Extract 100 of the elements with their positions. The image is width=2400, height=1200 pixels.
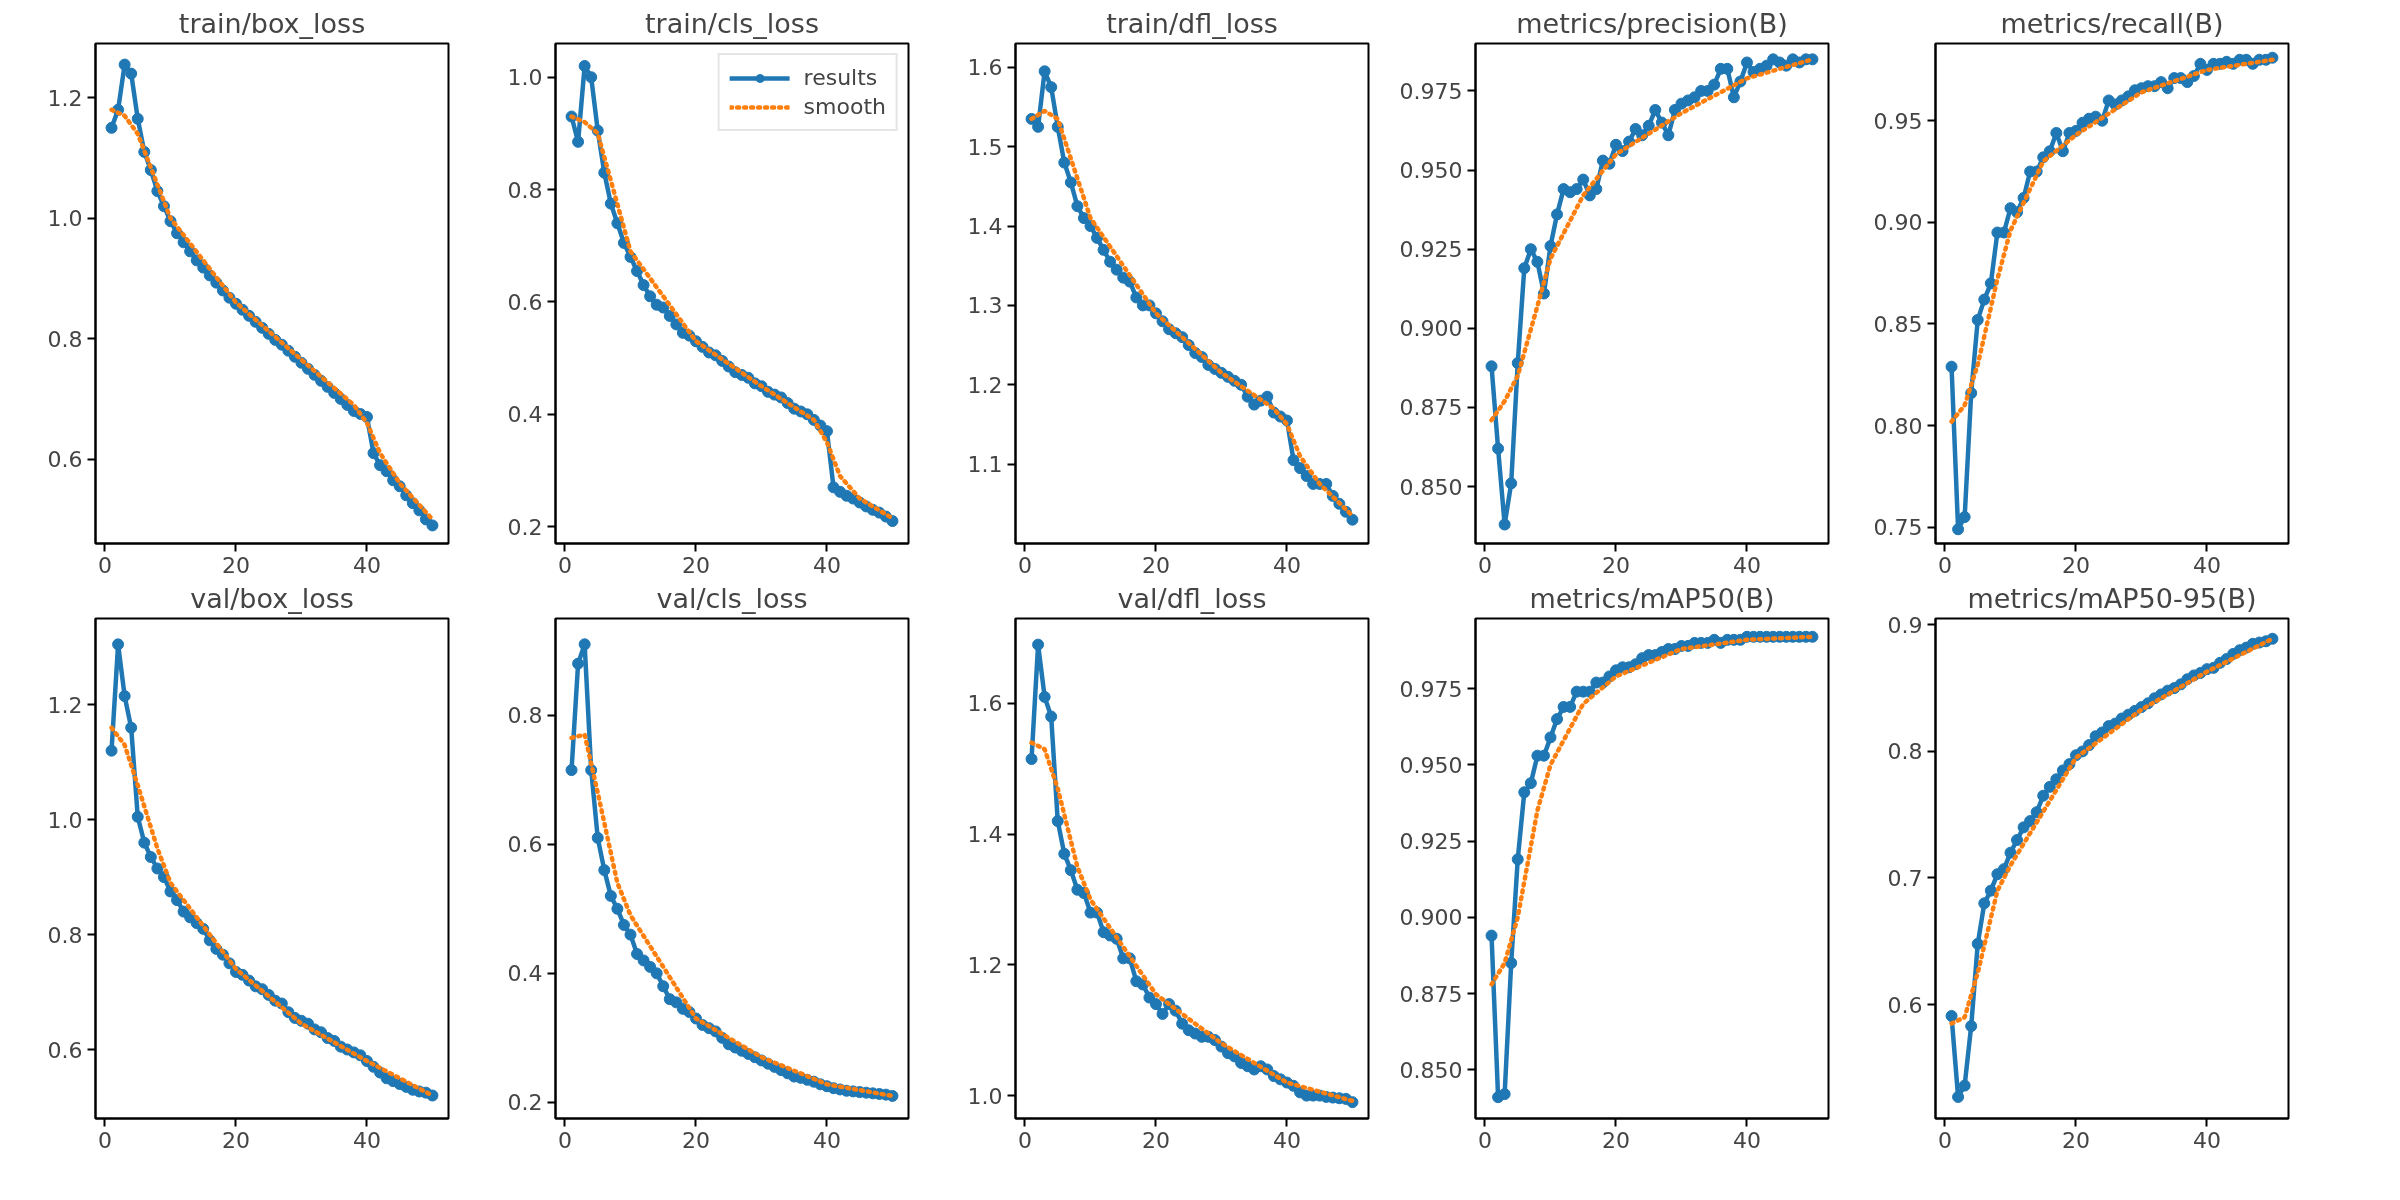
y-tick-label: 0.2 — [507, 1090, 543, 1116]
x-tick-label: 20 — [2061, 552, 2090, 578]
y-tick-label: 1.0 — [47, 807, 83, 833]
point — [1662, 129, 1675, 142]
point — [1346, 513, 1359, 526]
y-tick-label: 0.2 — [507, 514, 543, 540]
chart-title: train/box_loss — [178, 7, 366, 39]
y-tick-label: 1.0 — [967, 1083, 1003, 1109]
point — [650, 967, 663, 980]
x-tick-label: 0 — [1478, 1127, 1492, 1153]
x-tick-label: 20 — [1601, 1127, 1630, 1153]
point — [367, 447, 380, 460]
chart-title: train/dfl_loss — [1106, 7, 1278, 39]
point — [131, 112, 144, 125]
y-tick-label: 0.875 — [1399, 395, 1463, 421]
point — [1505, 477, 1518, 490]
point — [644, 290, 657, 303]
y-tick-label: 1.4 — [967, 822, 1003, 848]
x-tick-label: 40 — [2192, 552, 2221, 578]
point — [1570, 183, 1583, 196]
point — [1531, 255, 1544, 268]
point — [1104, 255, 1117, 268]
y-tick-label: 1.4 — [967, 214, 1003, 240]
point — [657, 301, 670, 314]
point — [1051, 815, 1064, 828]
point — [1551, 208, 1564, 221]
point — [1649, 103, 1662, 116]
point — [1110, 263, 1123, 276]
point — [1544, 731, 1557, 744]
y-tick-label: 1.6 — [967, 691, 1003, 717]
x-tick-label: 0 — [1938, 552, 1952, 578]
y-tick-label: 1.2 — [967, 952, 1003, 978]
point — [631, 265, 644, 278]
point — [2050, 126, 2063, 139]
point — [1518, 262, 1531, 275]
x-tick-label: 40 — [1732, 1127, 1761, 1153]
point — [1294, 462, 1307, 475]
y-tick-label: 0.9 — [1887, 612, 1923, 638]
x-tick-label: 0 — [1478, 552, 1492, 578]
point — [1740, 56, 1753, 69]
chart-title: metrics/mAP50-95(B) — [1967, 582, 2257, 614]
y-tick-label: 0.850 — [1399, 474, 1463, 500]
y-tick-label: 0.90 — [1873, 210, 1923, 236]
point — [1038, 65, 1051, 78]
point — [1524, 243, 1537, 256]
x-tick-label: 20 — [1141, 552, 1170, 578]
y-tick-label: 1.2 — [47, 85, 83, 111]
point — [1708, 78, 1721, 91]
point — [1978, 897, 1991, 910]
point — [151, 862, 164, 875]
chart-title: val/dfl_loss — [1117, 582, 1267, 614]
x-tick-label: 40 — [1272, 1127, 1301, 1153]
x-tick-label: 20 — [681, 1127, 710, 1153]
point — [657, 980, 670, 993]
point — [1965, 1020, 1978, 1033]
point — [604, 889, 617, 902]
point — [565, 764, 578, 777]
point — [585, 71, 598, 84]
point — [125, 721, 138, 734]
point — [1971, 937, 1984, 950]
point — [1032, 638, 1045, 651]
point — [1156, 1007, 1169, 1020]
point — [886, 515, 899, 528]
y-tick-label: 0.8 — [507, 703, 543, 729]
point — [1984, 884, 1997, 897]
y-tick-label: 0.6 — [47, 447, 83, 473]
point — [1945, 360, 1958, 373]
chart-title: metrics/recall(B) — [2000, 7, 2224, 39]
y-tick-label: 0.875 — [1399, 981, 1463, 1007]
y-tick-label: 0.4 — [507, 402, 543, 428]
x-tick-label: 40 — [1272, 552, 1301, 578]
y-tick-label: 0.8 — [47, 922, 83, 948]
point — [1958, 511, 1971, 524]
x-tick-label: 40 — [812, 1127, 841, 1153]
point — [604, 197, 617, 210]
y-tick-label: 0.900 — [1399, 905, 1463, 931]
legend-label: results — [803, 65, 878, 90]
x-tick-label: 40 — [812, 552, 841, 578]
point — [572, 135, 585, 148]
point — [1505, 957, 1518, 969]
point — [1952, 1090, 1965, 1103]
point — [1551, 713, 1564, 726]
y-tick-label: 0.6 — [1887, 992, 1923, 1018]
point — [617, 918, 630, 931]
y-tick-label: 0.6 — [47, 1037, 83, 1063]
y-tick-label: 1.2 — [967, 372, 1003, 398]
y-tick-label: 0.8 — [507, 177, 543, 203]
point — [1971, 313, 1984, 326]
point — [572, 657, 585, 670]
y-tick-label: 0.75 — [1873, 515, 1923, 541]
x-tick-label: 20 — [221, 552, 250, 578]
point — [144, 851, 157, 863]
y-tick-label: 0.975 — [1399, 676, 1463, 702]
x-tick-label: 20 — [1601, 552, 1630, 578]
chart-title: val/box_loss — [190, 582, 354, 614]
y-tick-label: 1.2 — [47, 692, 83, 718]
x-tick-label: 40 — [352, 552, 381, 578]
y-tick-label: 1.1 — [967, 452, 1003, 478]
y-tick-label: 1.5 — [967, 134, 1003, 160]
x-tick-label: 20 — [1141, 1127, 1170, 1153]
